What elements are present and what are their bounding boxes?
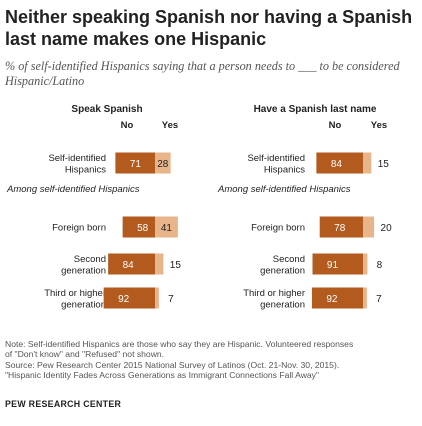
- value-label-yes: 20: [381, 223, 393, 234]
- value-label-no: 78: [334, 223, 346, 234]
- category-label: Foreign born: [251, 223, 305, 234]
- group-label: Among self-identified Hispanics: [217, 184, 351, 195]
- group-label: Among self-identified Hispanics: [6, 184, 140, 195]
- value-label-no: 71: [130, 159, 142, 170]
- bar-yes: [363, 152, 372, 174]
- chart-subtitle: % of self-identified Hispanics saying th…: [5, 59, 400, 88]
- category-label: Third or higher: [243, 288, 305, 299]
- bar-no: [312, 253, 363, 275]
- note-line: Note: Self-identified Hispanics are thos…: [5, 339, 354, 349]
- value-label-no: 84: [123, 260, 135, 271]
- bar-yes: [155, 287, 159, 309]
- bar-yes: [363, 287, 367, 309]
- note-line: of "Don't know" and "Refused" not shown.: [5, 349, 165, 360]
- value-label-no: 92: [118, 294, 130, 305]
- category-label: generation: [61, 299, 106, 310]
- value-label-no: 92: [326, 294, 338, 305]
- legend-yes: Yes: [162, 120, 178, 131]
- value-label-yes: 7: [168, 294, 174, 305]
- chart-title: Neither speaking Spanish nor having a Sp…: [5, 7, 413, 49]
- category-label: Self-identified: [247, 153, 305, 164]
- value-label-yes: 15: [378, 159, 390, 170]
- bar-no: [122, 216, 155, 238]
- category-label: Self-identified: [48, 153, 106, 164]
- value-label-yes: 15: [170, 260, 182, 271]
- legend-yes: Yes: [371, 120, 387, 131]
- legend-no: No: [329, 120, 342, 131]
- bar-no: [108, 253, 155, 275]
- bar-no: [115, 152, 155, 174]
- category-label: Second: [74, 254, 106, 265]
- bar-no: [319, 216, 363, 238]
- category-label: Second: [273, 254, 305, 265]
- bar-yes: [155, 216, 178, 238]
- value-label-yes: 7: [376, 294, 382, 305]
- footnotes: Note: Self-identified Hispanics are thos…: [5, 339, 417, 381]
- report-title-line: "Hispanic Identity Fades Across Generati…: [5, 370, 320, 381]
- source-line: Source: Pew Research Center 2015 Nationa…: [5, 359, 340, 370]
- panel-title: Have a Spanish last name: [254, 104, 377, 115]
- value-label-no: 84: [331, 159, 343, 170]
- category-label: Third or higher: [44, 288, 106, 299]
- value-label-no: 91: [327, 260, 339, 271]
- category-label: Foreign born: [52, 223, 106, 234]
- category-label: Hispanics: [65, 164, 106, 175]
- bar-yes: [155, 152, 171, 174]
- value-label-no: 58: [137, 223, 149, 234]
- bar-yes: [363, 216, 375, 238]
- brand-logo-text: PEW RESEARCH CENTER: [5, 399, 122, 409]
- value-label-yes: 41: [161, 223, 173, 234]
- value-label-yes: 28: [157, 159, 169, 170]
- bar-no: [316, 152, 363, 174]
- panel-title: Speak Spanish: [71, 104, 142, 115]
- category-label: generation: [260, 299, 305, 310]
- category-label: generation: [61, 265, 106, 276]
- value-label-yes: 8: [377, 260, 383, 271]
- bar-no: [311, 287, 363, 309]
- category-label: generation: [260, 265, 305, 276]
- category-label: Hispanics: [264, 164, 305, 175]
- bar-no: [103, 287, 155, 309]
- legend-no: No: [121, 120, 134, 131]
- bar-yes: [363, 253, 368, 275]
- bar-yes: [155, 253, 164, 275]
